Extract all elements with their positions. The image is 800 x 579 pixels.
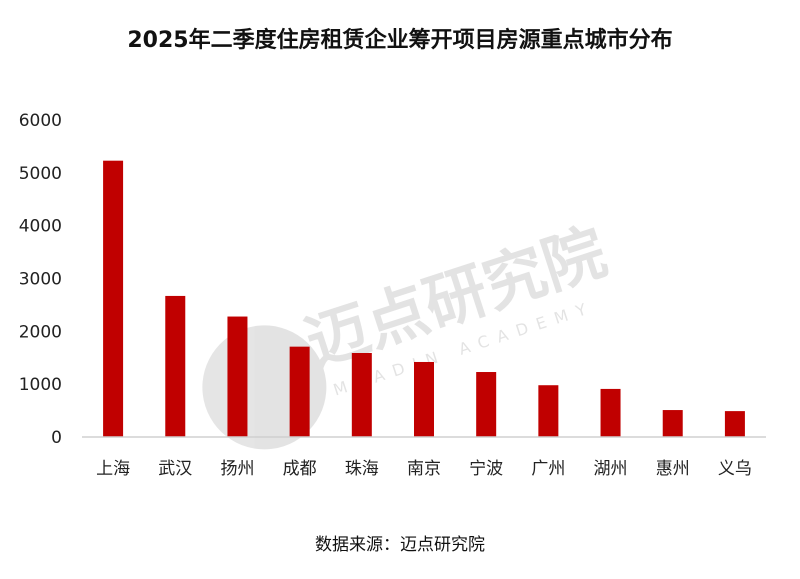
x-tick-label: 成都 <box>283 459 317 479</box>
bar-3 <box>227 316 248 437</box>
y-tick-label: 3000 <box>19 270 62 290</box>
bar-4 <box>289 346 310 437</box>
bar-5 <box>351 352 372 437</box>
x-tick-label: 义乌 <box>718 459 752 479</box>
bar-2 <box>165 295 186 437</box>
y-axis: 0 1000 2000 3000 4000 5000 6000 <box>19 111 62 448</box>
y-tick-label: 2000 <box>19 322 62 342</box>
bar-11 <box>724 411 745 437</box>
source-note: 数据来源：迈点研究院 <box>315 535 485 555</box>
bar-9 <box>600 388 621 437</box>
watermark: 迈点研究院 MEADIN ACADEMY <box>202 215 615 450</box>
bar-8 <box>538 385 559 437</box>
bar-10 <box>662 410 683 437</box>
y-tick-label: 0 <box>51 428 62 448</box>
x-tick-label: 惠州 <box>656 459 690 479</box>
bars <box>103 160 745 437</box>
y-tick-label: 1000 <box>19 375 62 395</box>
y-tick-label: 4000 <box>19 217 62 237</box>
y-tick-label: 6000 <box>19 111 62 131</box>
x-tick-label: 广州 <box>531 459 565 479</box>
x-tick-label: 武汉 <box>158 459 192 479</box>
y-tick-label: 5000 <box>19 164 62 184</box>
x-tick-label: 宁波 <box>469 459 503 479</box>
x-tick-label: 珠海 <box>345 459 379 479</box>
x-tick-label: 南京 <box>407 459 441 479</box>
bar-6 <box>414 361 434 437</box>
x-tick-label: 湖州 <box>594 459 628 479</box>
bar-7 <box>476 372 497 437</box>
x-axis: 上海 武汉 扬州 成都 珠海 南京 宁波 广州 湖州 惠州 义乌 <box>96 459 752 479</box>
bar-1 <box>103 160 124 437</box>
x-tick-label: 扬州 <box>220 459 254 479</box>
x-tick-label: 上海 <box>96 459 130 479</box>
chart-title: 2025年二季度住房租赁企业筹开项目房源重点城市分布 <box>127 28 673 53</box>
